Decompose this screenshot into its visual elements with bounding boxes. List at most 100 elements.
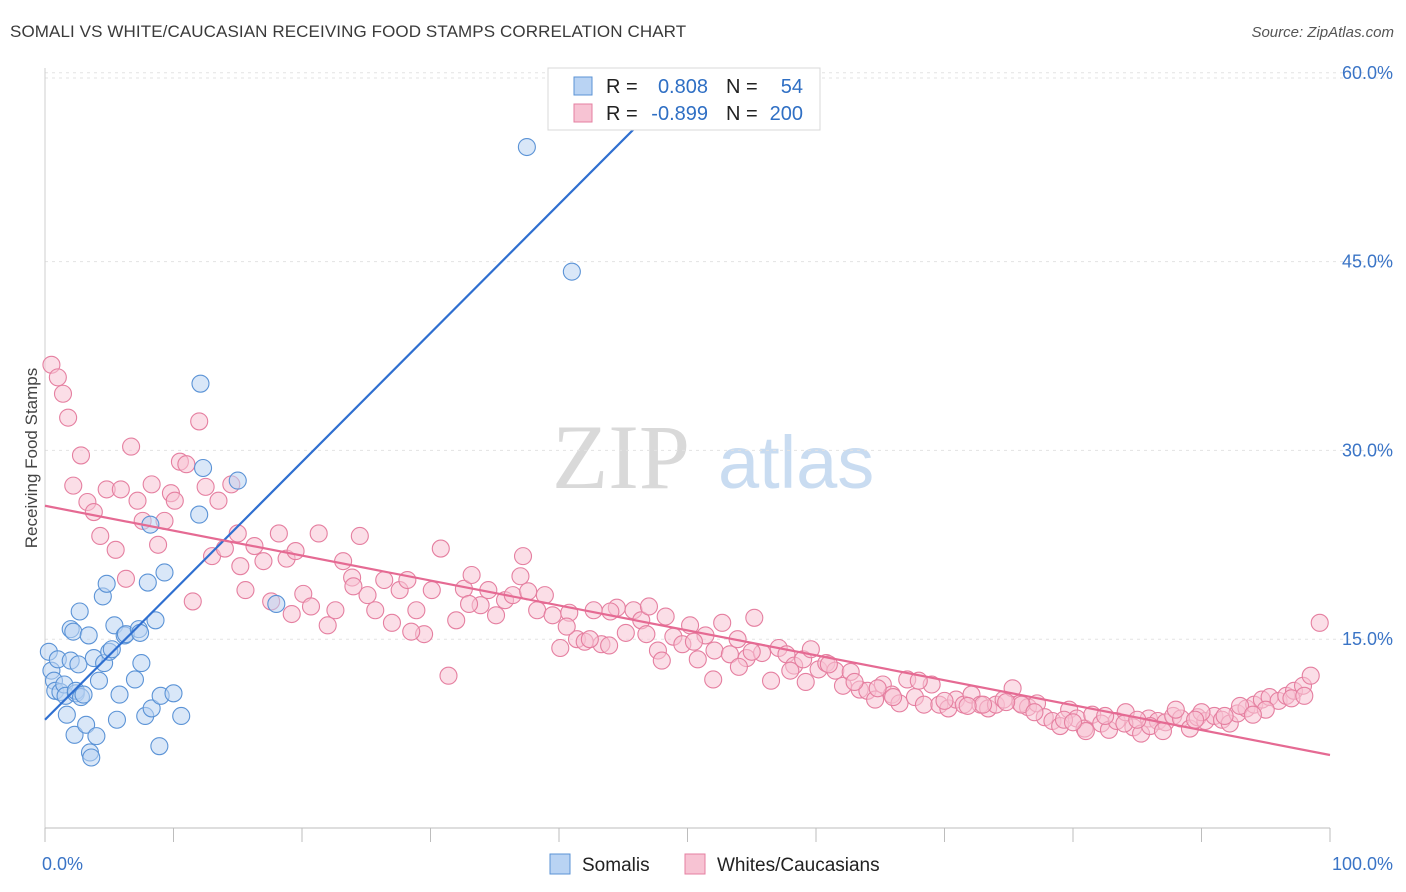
legend-r-label-2: R = [606,103,638,125]
white-caucasian-point [165,491,184,510]
legend-swatch-somalis [573,76,593,96]
white-caucasian-point [1243,705,1262,724]
white-caucasian-point [382,613,402,632]
white-caucasian-point [344,577,363,596]
somalis-trend-line [44,74,689,721]
somali-point [79,626,98,645]
trend-lines [44,74,1331,757]
somali-point [107,710,127,729]
white-caucasian-point [1295,686,1314,705]
white-caucasian-point [511,567,530,586]
white-caucasian-point [318,616,337,635]
white-caucasian-point [106,540,125,559]
somali-point [267,594,286,613]
legend-n-label-2: N = [726,103,758,125]
white-caucasian-point [935,691,954,710]
white-caucasian-point [64,476,83,495]
white-caucasian-point [236,581,255,600]
white-caucasian-point [557,617,576,636]
white-caucasian-point [713,613,732,632]
legend-n-label-1: N = [726,76,758,98]
white-caucasian-point [1063,713,1083,732]
white-caucasian-point [704,670,723,689]
somali-point [138,573,157,592]
somali-point [517,137,536,157]
white-caucasian-point [366,601,385,620]
watermark-zip: ZIP [552,406,690,508]
white-caucasian-point [616,623,635,642]
white-caucasian-point [761,671,781,690]
y-tick-label: 60.0% [1342,63,1393,83]
white-caucasian-point [142,475,161,494]
white-caucasian-point [580,630,599,649]
white-caucasian-point [116,569,136,588]
white-caucasian-point [447,611,466,630]
somali-point [155,563,174,582]
legend-n-value-1: 54 [781,76,803,98]
y-axis-title: Receiving Food Stamps [22,368,41,548]
somali-point [125,670,144,689]
somali-point [64,622,83,641]
white-caucasian-point [183,592,202,611]
white-caucasian-point [177,455,196,474]
somali-point [562,262,581,281]
white-caucasian-point [190,412,209,431]
white-caucasian-point [528,601,547,620]
somali-point [74,685,93,704]
white-caucasian-point [600,636,619,655]
white-caucasian-point [729,657,748,676]
white-caucasian-point [128,491,147,510]
watermark: ZIP atlas [552,406,874,508]
white-caucasian-point [551,638,570,658]
white-caucasian-point [301,597,321,616]
white-caucasian-point [439,666,458,685]
bottom-legend-swatch-whites [684,853,706,875]
y-tick-labels: 15.0% 30.0% 45.0% 60.0% [1342,63,1393,649]
white-caucasian-point [1310,613,1329,632]
stats-legend: R = 0.808 N = 54 R = -0.899 N = 200 [547,67,821,131]
white-caucasian-point [407,601,426,620]
white-caucasian-point [684,632,703,651]
somali-point [228,471,247,490]
legend-r-value-2: -0.899 [651,103,708,125]
white-caucasian-point [1215,706,1234,726]
x-tick-label-min: 0.0% [42,854,83,874]
white-caucasian-point [149,535,168,554]
white-caucasian-point [254,552,273,571]
bottom-legend-swatch-somalis [549,853,571,875]
somali-point [142,699,161,718]
grid-lines [45,72,1394,640]
white-caucasian-point [781,661,800,680]
somali-point [65,725,84,744]
white-caucasian-point [796,672,815,692]
white-caucasian-point [543,606,562,625]
somali-point [172,706,191,726]
legend-r-value-1: 0.808 [658,76,708,98]
bottom-legend-label-somalis: Somalis [582,855,650,876]
somali-point [190,505,209,524]
legend-swatch-whites [573,103,593,123]
white-caucasian-point [914,695,933,714]
white-caucasian-point [973,695,993,714]
white-caucasian-point [358,586,377,605]
y-tick-label: 30.0% [1342,440,1393,460]
white-caucasian-point [282,604,301,624]
white-caucasian-point [375,570,394,590]
whites-trend-line [44,504,1331,757]
white-caucasian-point [462,565,481,585]
white-caucasian-point [122,437,141,456]
white-caucasian-point [997,693,1016,712]
white-caucasian-point [652,651,671,670]
white-caucasian-point [91,526,110,546]
y-tick-label: 15.0% [1342,629,1393,649]
somali-point [146,611,165,630]
somali-point [150,737,169,756]
white-caucasian-point [868,679,887,698]
stats-legend-box [547,67,821,131]
white-caucasian-point [326,601,345,620]
somali-point [132,654,151,673]
white-caucasian-point [486,606,506,625]
white-caucasian-point [688,650,707,669]
white-caucasian-point [637,625,656,644]
somali-point [82,748,101,767]
